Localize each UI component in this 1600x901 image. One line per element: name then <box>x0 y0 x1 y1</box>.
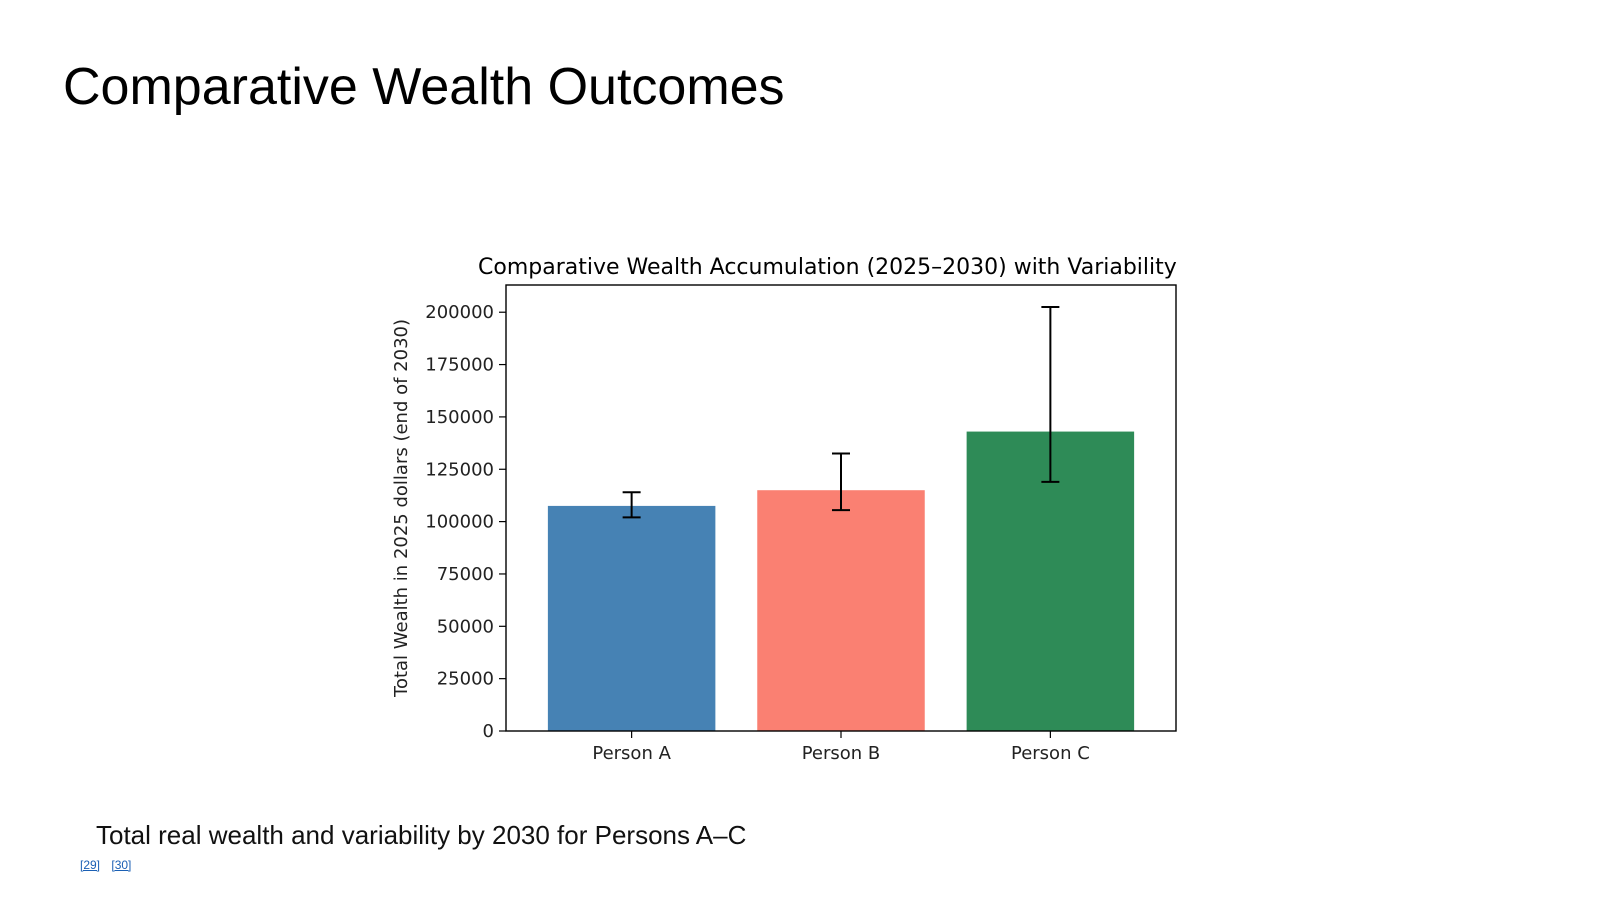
bar-person-a <box>547 505 716 731</box>
slide-title: Comparative Wealth Outcomes <box>63 58 785 116</box>
y-tick-label: 0 <box>483 721 494 742</box>
y-tick-label: 125000 <box>425 459 494 480</box>
y-tick-label: 200000 <box>425 302 494 323</box>
x-tick-label: Person B <box>802 743 881 764</box>
references: [29] [30] <box>80 858 139 872</box>
plot-area: 0 25000 50000 75000 100000 125000 150000 175000… <box>425 302 1135 764</box>
chart-title: Comparative Wealth Accumulation (2025–20… <box>478 255 1177 280</box>
y-axis-label: Total Wealth in 2025 dollars (end of 203… <box>391 319 412 698</box>
y-tick-label: 100000 <box>425 512 494 533</box>
y-tick-label: 75000 <box>437 564 494 585</box>
chart-canvas: Comparative Wealth Accumulation (2025–20… <box>391 255 1177 764</box>
reference-link-29[interactable]: [29] <box>80 858 101 872</box>
x-tick-label: Person A <box>592 743 671 764</box>
y-tick-label: 50000 <box>437 616 494 637</box>
y-tick-label: 150000 <box>425 407 494 428</box>
reference-link-30[interactable]: [30] <box>111 858 132 872</box>
slide-caption: Total real wealth and variability by 203… <box>96 820 747 850</box>
bar-chart: Comparative Wealth Accumulation (2025–20… <box>380 245 1240 795</box>
plot-frame <box>505 284 1177 732</box>
bar-person-b <box>757 490 925 731</box>
y-tick-label: 175000 <box>425 355 494 376</box>
x-tick-label: Person C <box>1011 743 1090 764</box>
y-tick-label: 25000 <box>437 669 494 690</box>
